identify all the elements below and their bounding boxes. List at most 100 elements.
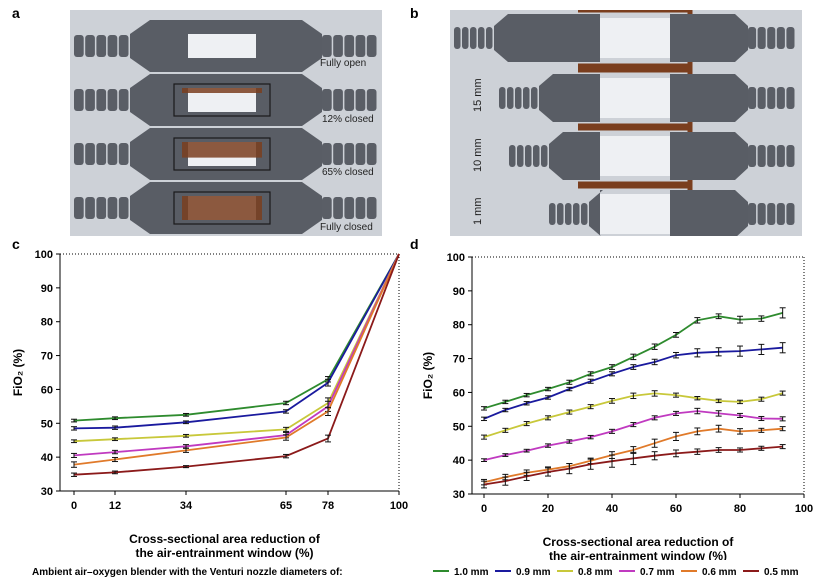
error-bar-0-5mm: [481, 480, 487, 489]
y-tick-label: 70: [41, 351, 53, 363]
left-connector: [74, 35, 129, 57]
x-tick-label: 65: [280, 500, 292, 512]
y-tick-label: 60: [453, 387, 465, 399]
error-bar-0-7mm: [71, 452, 77, 458]
left-connector: [74, 143, 129, 165]
error-bar-1-0mm: [566, 379, 573, 385]
y-tick-label: 40: [453, 455, 465, 467]
error-bar-0-6mm: [283, 434, 289, 441]
venturi-nozzle-image: 15 mm 10 mm 1 mm: [450, 10, 802, 236]
error-bar-0-6mm: [715, 424, 722, 433]
error-bar-0-9mm: [283, 409, 289, 414]
error-bar-0-8mm: [566, 409, 573, 415]
chart-d: 30 40 50 60 70 80 90 100 0 20 40 60 80 100 Cross-secti…: [421, 252, 813, 560]
legend-item-0-9mm: 0.9 mm: [495, 567, 550, 578]
slider-frame: [173, 83, 271, 117]
blender-row-3: [74, 128, 377, 180]
error-bar-1-0mm: [694, 317, 701, 324]
x-tick-label: 0: [71, 500, 77, 512]
error-bar-0-5mm: [112, 470, 118, 475]
y-tick-label: 100: [447, 252, 465, 264]
blender-window-drawing: [74, 20, 377, 234]
error-bar-0-8mm: [283, 426, 289, 432]
x-axis-title-line-1: Cross-sectional area reduction of: [129, 532, 321, 546]
error-bar-0-8mm: [673, 392, 679, 398]
nozzle-row-3: [509, 125, 795, 187]
label-65-closed: 65% closed: [322, 167, 374, 178]
x-axis-title-line-1: Cross-sectional area reduction of: [543, 535, 735, 549]
slider-plate: [182, 142, 262, 158]
error-bar-0-6mm: [737, 428, 743, 435]
error-bar-0-7mm: [630, 422, 637, 428]
error-bar-0-7mm: [694, 407, 701, 415]
legend-item-0-6mm: 0.6 mm: [681, 567, 736, 578]
y-tick-label: 70: [453, 354, 465, 366]
nozzle-window: [600, 18, 670, 58]
error-bar-0-6mm: [779, 426, 786, 432]
error-bar-1-0mm: [481, 406, 487, 411]
legend: Ambient air–oxygen blender with the Vent…: [0, 564, 814, 582]
error-bar-0-7mm: [651, 415, 658, 421]
label-15-mm: 15 mm: [472, 78, 484, 112]
y-axis-title: FiO₂ (%): [421, 352, 435, 399]
error-bar-0-8mm: [545, 415, 551, 421]
error-bar-0-9mm: [183, 420, 189, 425]
error-bar-0-7mm: [502, 453, 509, 457]
left-connector: [454, 27, 493, 49]
error-bar-0-7mm: [779, 416, 786, 422]
legend-swatch-0-9mm: [495, 570, 511, 573]
error-bar-1-0mm: [502, 399, 509, 405]
error-bar-0-8mm: [779, 390, 786, 396]
legend-item-0-8mm: 0.8 mm: [557, 567, 612, 578]
error-bar-0-7mm: [758, 415, 765, 422]
error-bar-0-9mm: [545, 395, 551, 400]
error-bar-0-8mm: [758, 396, 765, 402]
error-bar-1-0mm: [112, 416, 118, 421]
error-bar-0-9mm: [737, 345, 743, 357]
y-axis-title: FiO₂ (%): [11, 349, 25, 396]
error-bar-1-0mm: [673, 332, 679, 338]
error-bar-0-8mm: [502, 427, 509, 433]
label-10-mm: 10 mm: [472, 138, 484, 172]
outlet-body: [670, 14, 748, 62]
y-tick-label: 80: [41, 317, 53, 329]
error-bar-0-5mm: [651, 451, 658, 461]
error-bar-1-0mm: [183, 412, 189, 417]
error-bar-0-9mm: [715, 347, 722, 357]
y-tick-label: 30: [453, 489, 465, 501]
label-fully-closed: Fully closed: [320, 222, 373, 233]
error-bar-0-6mm: [758, 427, 765, 433]
y-tick-label: 50: [453, 421, 465, 433]
error-bar-0-5mm: [183, 465, 189, 469]
x-tick-label: 100: [795, 503, 813, 515]
error-bar-0-5mm: [566, 463, 573, 475]
error-bar-0-9mm: [566, 386, 573, 392]
legend-label-0-7mm: 0.7 mm: [640, 567, 675, 578]
error-bar-0-5mm: [737, 447, 743, 453]
error-bar-0-6mm: [694, 427, 701, 436]
nozzle-body: [549, 132, 600, 180]
error-bar-0-9mm: [523, 401, 530, 406]
error-bar-0-9mm: [502, 407, 509, 413]
error-bar-1-0mm: [609, 364, 615, 370]
error-bar-0-6mm: [71, 461, 77, 468]
error-bar-0-8mm: [651, 390, 658, 397]
panel-letter-a: a: [12, 5, 20, 21]
error-bar-0-6mm: [651, 438, 658, 448]
y-tick-label: 100: [35, 249, 53, 261]
blender-row-4: [74, 182, 377, 234]
right-connector: [748, 27, 795, 49]
error-bar-1-0mm: [737, 315, 743, 324]
error-bar-0-9mm: [651, 358, 658, 366]
error-bar-0-8mm: [630, 392, 637, 400]
error-bar-1-0mm: [523, 392, 530, 398]
error-bar-1-0mm: [630, 353, 637, 361]
right-connector: [322, 143, 377, 165]
nozzle-row-2: [499, 67, 795, 129]
legend-item-0-5mm: 0.5 mm: [743, 567, 798, 578]
series-line-0-7mm: [73, 253, 400, 457]
series-line-0-8mm: [73, 253, 400, 443]
slider-frame: [173, 191, 271, 225]
error-bar-0-8mm: [609, 398, 615, 404]
x-tick-label: 80: [734, 503, 746, 515]
